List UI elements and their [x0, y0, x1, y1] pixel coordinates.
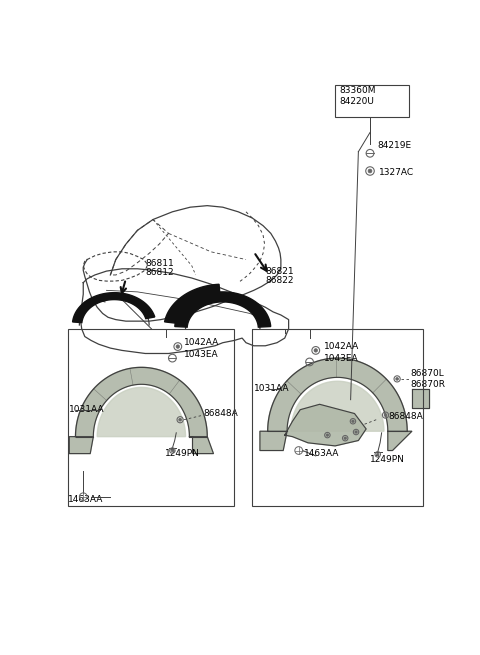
Text: 86848A: 86848A: [204, 409, 238, 418]
Text: 1043EA: 1043EA: [184, 350, 218, 359]
Text: 86848A: 86848A: [389, 412, 423, 421]
Polygon shape: [175, 292, 271, 327]
Text: 86870R: 86870R: [410, 380, 445, 389]
Circle shape: [326, 434, 329, 436]
Polygon shape: [291, 381, 384, 431]
Text: 86822: 86822: [265, 276, 294, 285]
Circle shape: [344, 437, 347, 440]
Text: 1031AA: 1031AA: [69, 405, 105, 414]
Circle shape: [352, 420, 354, 422]
Circle shape: [384, 414, 387, 417]
Text: 1327AC: 1327AC: [379, 168, 414, 177]
Text: 1249PN: 1249PN: [370, 455, 405, 464]
Circle shape: [368, 169, 372, 173]
Text: 1463AA: 1463AA: [68, 495, 103, 504]
Polygon shape: [190, 437, 214, 454]
Circle shape: [176, 345, 180, 348]
Text: 86812: 86812: [145, 268, 174, 277]
Circle shape: [314, 348, 317, 352]
Polygon shape: [72, 293, 155, 323]
Polygon shape: [165, 284, 220, 324]
Polygon shape: [260, 431, 287, 451]
Text: 86811: 86811: [145, 259, 174, 268]
Text: 84220U: 84220U: [339, 97, 374, 106]
Polygon shape: [75, 367, 207, 437]
Polygon shape: [285, 404, 366, 446]
Circle shape: [171, 449, 174, 452]
Text: 1031AA: 1031AA: [254, 384, 289, 394]
Text: 86821: 86821: [265, 267, 294, 276]
Polygon shape: [412, 389, 429, 408]
Circle shape: [179, 419, 181, 421]
Bar: [335, 84, 409, 117]
Circle shape: [376, 453, 379, 456]
Polygon shape: [97, 387, 186, 437]
Text: 84219E: 84219E: [378, 141, 412, 150]
Circle shape: [355, 431, 357, 433]
Text: 86870L: 86870L: [410, 369, 444, 378]
Text: 1042AA: 1042AA: [184, 338, 219, 347]
Circle shape: [396, 377, 398, 381]
Text: 1463AA: 1463AA: [304, 449, 339, 458]
Text: 83360M: 83360M: [339, 86, 375, 96]
Polygon shape: [69, 437, 93, 454]
Polygon shape: [268, 358, 407, 431]
Polygon shape: [388, 431, 412, 451]
Bar: [252, 329, 423, 506]
Bar: [68, 329, 234, 506]
Text: 1042AA: 1042AA: [324, 342, 359, 351]
Text: 1043EA: 1043EA: [324, 354, 358, 363]
Text: 1249PN: 1249PN: [165, 449, 200, 458]
